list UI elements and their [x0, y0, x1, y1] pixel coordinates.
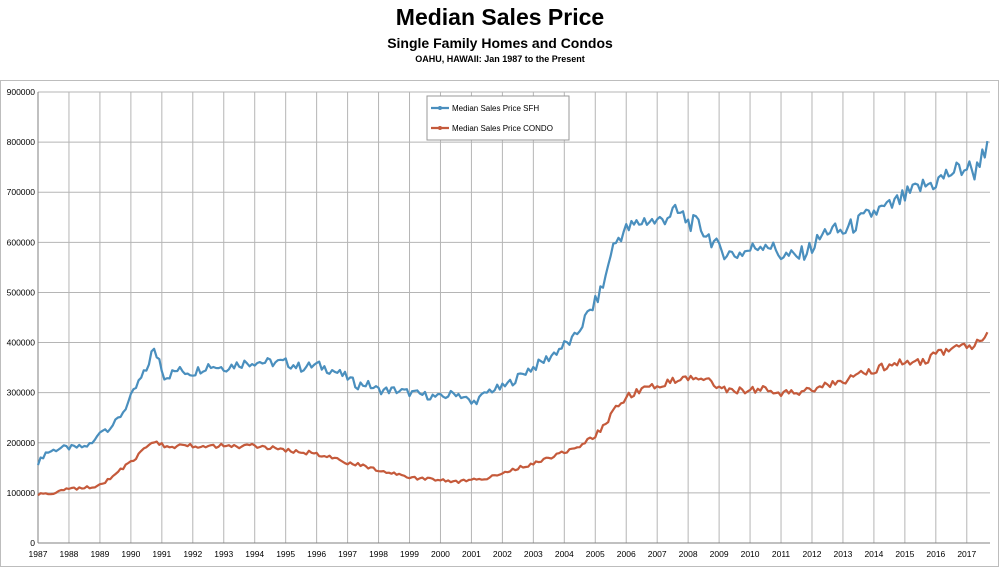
y-tick-label: 800000	[7, 137, 36, 147]
x-tick-label: 2013	[833, 549, 852, 559]
x-tick-label: 2016	[926, 549, 945, 559]
legend-swatch-marker	[438, 126, 442, 130]
x-tick-label: 1992	[183, 549, 202, 559]
y-tick-label: 300000	[7, 388, 36, 398]
x-tick-label: 2009	[710, 549, 729, 559]
series-line-condo	[37, 331, 989, 497]
x-tick-label: 1993	[214, 549, 233, 559]
y-tick-label: 900000	[7, 87, 36, 97]
y-tick-label: 500000	[7, 287, 36, 297]
x-tick-label: 2001	[462, 549, 481, 559]
y-tick-label: 100000	[7, 488, 36, 498]
legend-swatch-marker	[438, 106, 442, 110]
x-tick-label: 2011	[772, 549, 791, 559]
y-tick-label: 0	[30, 538, 35, 548]
x-tick-label: 2007	[648, 549, 667, 559]
x-tick-label: 2000	[431, 549, 450, 559]
chart-subtitle-location: OAHU, HAWAII: Jan 1987 to the Present	[415, 54, 585, 64]
x-tick-label: 2012	[803, 549, 822, 559]
x-tick-label: 1996	[307, 549, 326, 559]
x-tick-label: 1989	[90, 549, 109, 559]
x-tick-label: 1995	[276, 549, 295, 559]
x-tick-label: 1987	[29, 549, 48, 559]
chart-area-frame	[0, 80, 999, 567]
x-tick-label: 1997	[338, 549, 357, 559]
x-tick-label: 2008	[679, 549, 698, 559]
x-tick-label: 2006	[617, 549, 636, 559]
y-tick-label: 600000	[7, 237, 36, 247]
x-tick-label: 2015	[895, 549, 914, 559]
legend-box	[426, 95, 570, 141]
x-tick-label: 1999	[400, 549, 419, 559]
x-tick-label: 1990	[121, 549, 140, 559]
x-tick-label: 1988	[59, 549, 78, 559]
x-tick-label: 2003	[524, 549, 543, 559]
x-tick-label: 2005	[586, 549, 605, 559]
series-line-sfh	[36, 140, 989, 466]
y-tick-label: 200000	[7, 438, 36, 448]
x-tick-label: 2004	[555, 549, 574, 559]
x-tick-label: 2014	[864, 549, 883, 559]
x-tick-label: 1994	[245, 549, 264, 559]
x-tick-label: 2010	[741, 549, 760, 559]
legend-label: Median Sales Price CONDO	[452, 124, 553, 133]
y-tick-label: 700000	[7, 187, 36, 197]
x-tick-label: 2017	[957, 549, 976, 559]
x-tick-label: 1991	[152, 549, 171, 559]
x-tick-label: 2002	[493, 549, 512, 559]
y-tick-label: 400000	[7, 338, 36, 348]
x-tick-label: 1998	[369, 549, 388, 559]
legend-label: Median Sales Price SFH	[452, 104, 539, 113]
chart-title: Median Sales Price	[395, 4, 605, 30]
chart-subtitle: Single Family Homes and Condos	[387, 35, 613, 51]
